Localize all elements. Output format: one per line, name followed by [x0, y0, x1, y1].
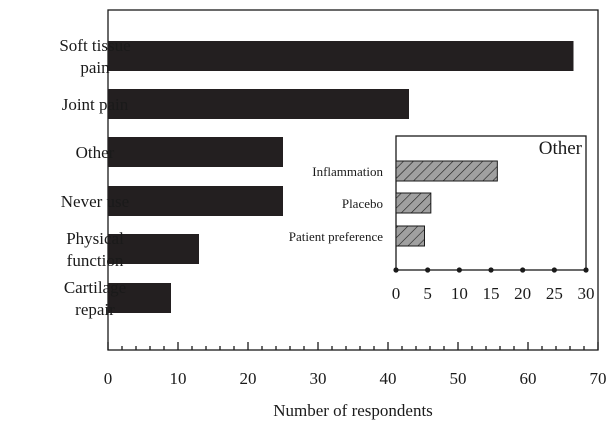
x-tick-label: 30 [310, 369, 327, 388]
category-label: repair [75, 300, 115, 319]
inset-x-tick [551, 267, 557, 273]
inset-category-label: Inflammation [312, 164, 383, 179]
inset-x-tick-label: 5 [423, 284, 432, 303]
x-tick-label: 20 [240, 369, 257, 388]
inset-x-tick-label: 15 [483, 284, 500, 303]
inset-title: Other [539, 138, 583, 159]
category-label: Other [76, 143, 115, 162]
category-label: Physical [66, 229, 124, 248]
inset-x-tick-label: 20 [514, 284, 531, 303]
x-axis-label: Number of respondents [273, 401, 433, 420]
inset-bar [395, 160, 498, 182]
inset-x-tick-label: 25 [546, 284, 563, 303]
inset-x-tick [456, 267, 462, 273]
x-tick-label: 40 [380, 369, 397, 388]
x-tick-label: 0 [104, 369, 113, 388]
inset-x-tick-label: 0 [392, 284, 401, 303]
category-label: Cartilage [64, 278, 126, 297]
inset-x-tick [520, 267, 526, 273]
inset-x-tick [583, 267, 589, 273]
x-tick-label: 10 [170, 369, 187, 388]
main-plot-frame [107, 9, 599, 351]
category-label: Joint pain [62, 95, 129, 114]
x-tick-label: 70 [590, 369, 606, 388]
inset-bar [395, 192, 432, 214]
main-bar [108, 234, 199, 264]
inset-x-tick [425, 267, 431, 273]
main-bar [108, 137, 283, 167]
main-bar [108, 89, 409, 119]
main-bar [108, 41, 574, 71]
x-tick-label: 50 [450, 369, 467, 388]
inset-category-label: Placebo [342, 196, 383, 211]
inset-x-tick [393, 267, 399, 273]
inset-category-label: Patient preference [289, 229, 383, 244]
main-bar [108, 186, 283, 216]
category-label: Soft tissue [59, 36, 130, 55]
category-label: Never use [61, 192, 129, 211]
x-tick-label: 60 [520, 369, 537, 388]
category-label: function [67, 251, 124, 270]
main-bar [108, 283, 171, 313]
inset-x-tick-label: 30 [578, 284, 595, 303]
inset-bar [395, 225, 425, 247]
category-label: pain [80, 58, 110, 77]
inset-x-tick [488, 267, 494, 273]
inset-x-tick-label: 10 [451, 284, 468, 303]
